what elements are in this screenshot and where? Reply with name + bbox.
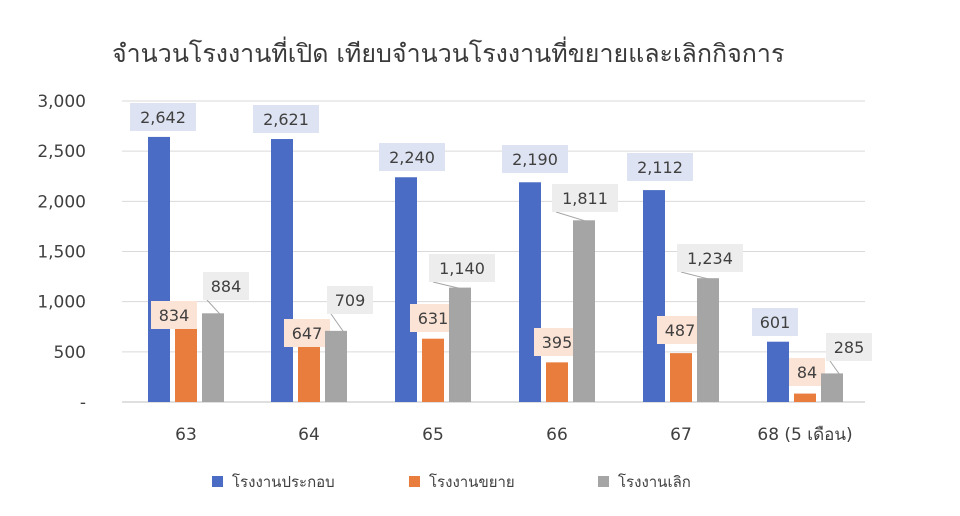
y-tick-label: 2,000 — [37, 192, 86, 212]
legend-label: โรงงานขยาย — [429, 473, 515, 491]
data-label-box — [284, 319, 330, 347]
y-tick-label: 500 — [54, 343, 86, 363]
bar — [202, 313, 224, 402]
bar — [794, 393, 816, 402]
data-label: 1,140 — [439, 259, 485, 278]
data-label: 2,642 — [140, 108, 186, 127]
bar — [767, 341, 789, 402]
data-label: 487 — [665, 321, 696, 340]
data-label: 395 — [542, 333, 573, 352]
data-label: 834 — [159, 306, 190, 325]
bar — [546, 362, 568, 402]
data-label: 601 — [760, 313, 791, 332]
data-label-box — [627, 153, 693, 181]
data-label: 1,811 — [562, 189, 608, 208]
bar — [175, 318, 197, 402]
x-tick-label: 63 — [175, 425, 197, 445]
y-tick-label: 1,000 — [37, 293, 86, 313]
data-label-box — [327, 286, 373, 314]
data-label-leader — [555, 211, 594, 224]
x-tick-label: 66 — [546, 425, 568, 445]
bar — [395, 177, 417, 402]
data-label: 285 — [834, 338, 865, 357]
data-label-box — [253, 105, 319, 133]
y-tick-label: 3,000 — [37, 92, 86, 112]
data-label: 631 — [418, 309, 449, 328]
legend-label: โรงงานประกอบ — [232, 473, 335, 491]
data-label: 84 — [797, 363, 817, 382]
data-label-box — [534, 328, 580, 356]
data-label: 1,234 — [687, 249, 733, 268]
data-label-box — [826, 333, 872, 361]
legend-swatch — [598, 476, 609, 487]
data-label-box — [552, 184, 618, 212]
bar — [422, 338, 444, 402]
data-label-box — [130, 103, 196, 131]
y-tick-label: 1,500 — [37, 243, 86, 263]
bar — [519, 182, 541, 402]
data-label-box — [752, 308, 798, 336]
bar — [298, 337, 320, 402]
legend-swatch — [409, 476, 420, 487]
data-label: 2,240 — [389, 148, 435, 167]
data-label: 2,190 — [512, 150, 558, 169]
bar — [643, 190, 665, 402]
bar — [697, 278, 719, 402]
data-label-leader — [680, 271, 718, 282]
data-label-box — [502, 145, 568, 173]
data-label-leader — [829, 360, 842, 377]
data-label: 647 — [292, 324, 323, 343]
legend-label: โรงงานเลิก — [618, 473, 691, 491]
data-label-leader — [330, 313, 346, 335]
data-label-box — [410, 304, 456, 332]
legend-swatch — [212, 476, 223, 487]
bar — [325, 330, 347, 402]
data-label-box — [657, 316, 703, 344]
data-label-box — [429, 254, 495, 282]
data-label: 884 — [211, 277, 242, 296]
chart-title: จำนวนโรงงานที่เปิด เทียบจำนวนโรงงานที่ขย… — [112, 39, 785, 68]
data-label-leader — [432, 281, 470, 292]
bar — [271, 139, 293, 402]
bar — [148, 136, 170, 403]
data-label-box — [203, 272, 249, 300]
data-label-box — [379, 143, 445, 171]
data-label: 2,112 — [637, 158, 683, 177]
bar — [670, 353, 692, 402]
data-label-box — [789, 358, 825, 386]
y-tick-label: - — [80, 393, 86, 413]
data-label: 2,621 — [263, 110, 309, 129]
data-label-leader — [206, 299, 223, 317]
bar — [449, 287, 471, 402]
y-tick-label: 2,500 — [37, 142, 86, 162]
bar — [821, 373, 843, 402]
data-label-box — [151, 301, 197, 329]
x-tick-label: 65 — [422, 425, 444, 445]
x-tick-label: 67 — [670, 425, 692, 445]
bar — [573, 220, 595, 402]
x-tick-label: 64 — [298, 425, 320, 445]
x-tick-label: 68 (5 เดือน) — [757, 425, 852, 445]
data-label: 709 — [335, 291, 366, 310]
data-label-box — [677, 244, 743, 272]
